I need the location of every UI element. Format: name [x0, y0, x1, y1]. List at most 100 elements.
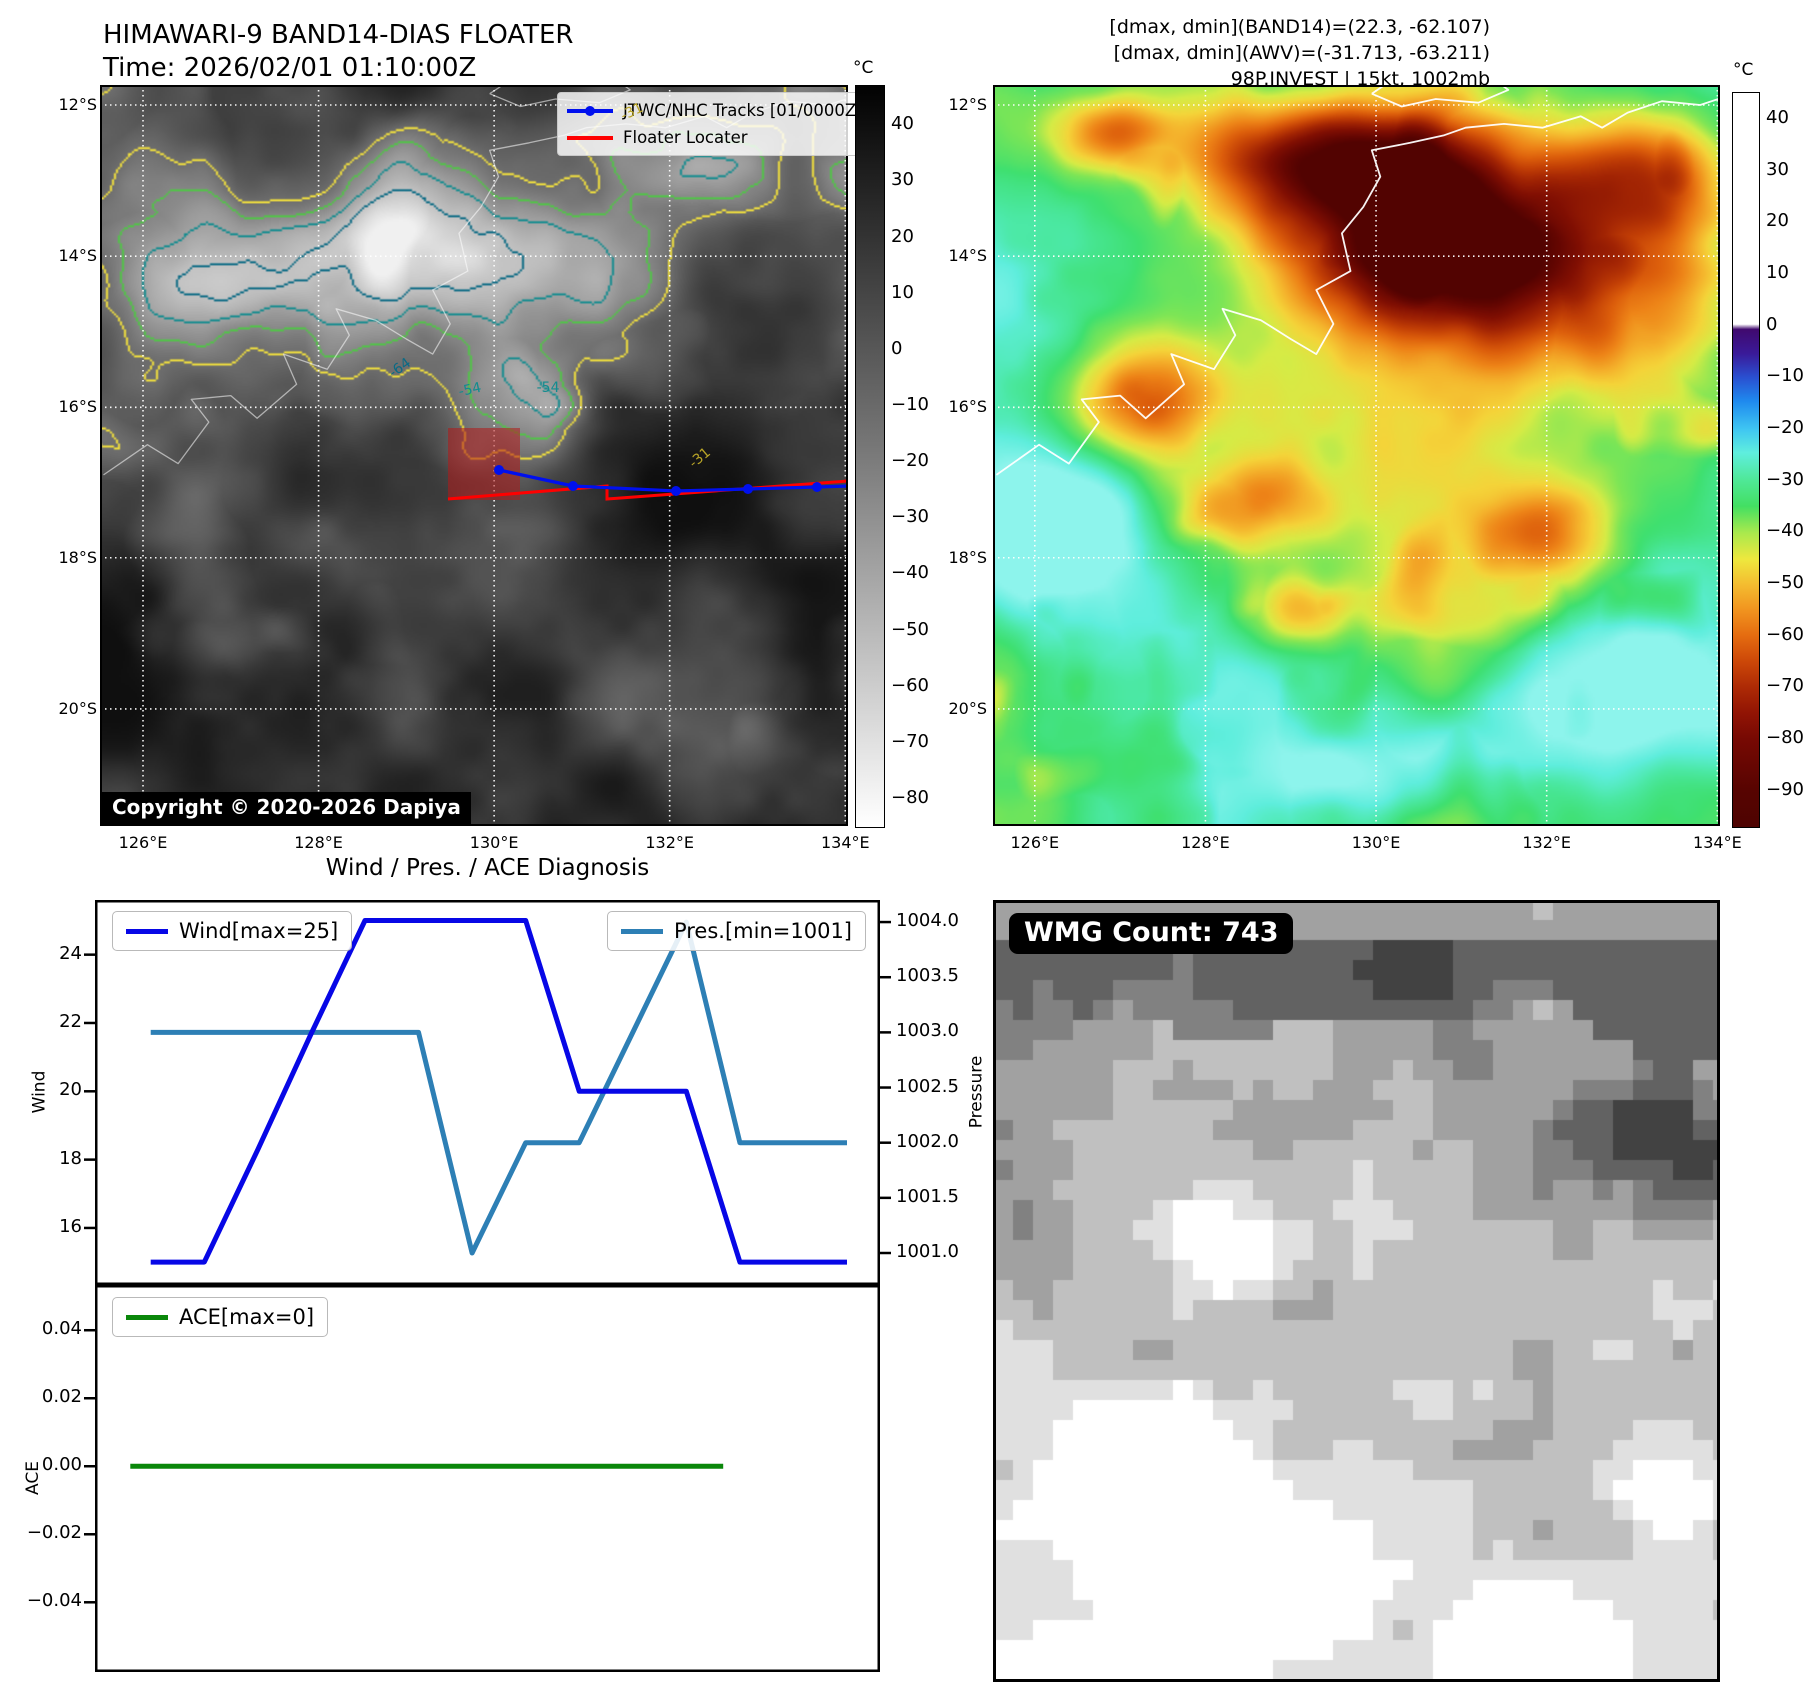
lon-tick-label: 130°E — [1351, 833, 1401, 852]
wind-series-line — [150, 918, 847, 1265]
band14-colorbar-tick: 30 — [891, 169, 914, 191]
lon-tick-label: 126°E — [1010, 833, 1060, 852]
awv-colorbar — [1732, 92, 1760, 828]
awv-overlay — [993, 85, 1720, 826]
jtwc-track-point — [812, 482, 822, 492]
ace-legend-icon — [126, 1314, 168, 1320]
pressure-tick-label: 1003.0 — [896, 1020, 959, 1042]
wind-legend-label: Wind[max=25] — [179, 919, 339, 943]
wind-legend-icon — [126, 928, 168, 934]
pressure-tick-label: 1003.5 — [896, 965, 959, 987]
wind-legend: Wind[max=25] — [112, 911, 353, 951]
wind-tick-label: 22 — [59, 1010, 82, 1032]
lon-tick-label: 128°E — [294, 833, 343, 852]
ace-legend: ACE[max=0] — [112, 1297, 329, 1337]
lat-tick-label: 20°S — [58, 698, 97, 718]
band14-colorbar-tick: 40 — [891, 113, 914, 135]
awv-colorbar-tick: −40 — [1766, 520, 1804, 542]
lon-tick-label: 130°E — [469, 833, 519, 852]
band14-colorbar-tick: 20 — [891, 225, 914, 247]
lat-tick-label: 16°S — [948, 397, 987, 417]
pressure-tick-label: 1002.5 — [896, 1075, 959, 1097]
jtwc-track-point — [671, 486, 681, 496]
floater-legend-label: Floater Locater — [623, 128, 748, 147]
awv-colorbar-tick: −10 — [1766, 365, 1804, 387]
wind-tick-label: 24 — [59, 942, 82, 964]
wind-tick-label: 20 — [59, 1079, 82, 1101]
lat-tick-label: 16°S — [58, 397, 97, 417]
jtwc-track-point — [568, 481, 578, 491]
awv-colorbar-tick: 30 — [1766, 158, 1789, 180]
lon-tick-label: 134°E — [820, 833, 870, 852]
ace-tick-label: −0.02 — [26, 1522, 82, 1544]
ace-tick-label: −0.04 — [26, 1590, 82, 1612]
lat-tick-label: 12°S — [948, 95, 987, 114]
band14-colorbar-tick: −70 — [891, 730, 929, 752]
lat-tick-label: 18°S — [948, 547, 987, 567]
chart-border — [95, 1285, 880, 1672]
pressure-tick-label: 1001.5 — [896, 1185, 959, 1207]
legend-row-jtwc: JTWC/NHC Tracks [01/0000Z] — [567, 97, 863, 124]
band14-colorbar-tick: −80 — [891, 786, 929, 808]
jtwc-track-point — [494, 465, 504, 475]
band14-title: HIMAWARI-9 BAND14-DIAS FLOATER — [103, 20, 574, 50]
floater-legend-icon — [567, 133, 613, 143]
pres-legend-label: Pres.[min=1001] — [673, 919, 852, 943]
wind-tick-label: 16 — [59, 1215, 82, 1237]
coastline — [995, 97, 1720, 476]
floater-box — [448, 428, 520, 500]
diagnosis-title: Wind / Pres. / ACE Diagnosis — [325, 855, 650, 881]
ace-tick-label: 0.02 — [41, 1386, 82, 1408]
lon-tick-label: 132°E — [645, 833, 694, 852]
band14-colorbar — [855, 85, 885, 828]
jtwc-track-legend-label: JTWC/NHC Tracks [01/0000Z] — [623, 101, 863, 120]
awv-colorbar-tick: −60 — [1766, 623, 1804, 645]
wmg-pixel-canvas — [993, 900, 1720, 1682]
contour-label: -54 — [536, 380, 560, 397]
awv-colorbar-tick: 10 — [1766, 261, 1789, 283]
chart-border — [95, 900, 880, 1285]
legend-row-floater: Floater Locater — [567, 124, 863, 151]
lon-tick-label: 128°E — [1181, 833, 1230, 852]
lat-tick-label: 20°S — [948, 698, 987, 718]
awv-colorbar-tick: −80 — [1766, 727, 1804, 749]
band14-colorbar-tick: −50 — [891, 618, 929, 640]
awv-header-line1: [dmax, dmin](BAND14)=(22.3, -62.107) — [1109, 16, 1490, 38]
wind-tick-label: 18 — [59, 1147, 82, 1169]
pressure-tick-label: 1002.0 — [896, 1130, 959, 1152]
ace-legend-label: ACE[max=0] — [179, 1305, 315, 1329]
band14-colorbar-tick: −30 — [891, 506, 929, 528]
lat-tick-label: 18°S — [58, 547, 97, 567]
wind-pressure-chart — [84, 900, 891, 1285]
awv-colorbar-tick: 40 — [1766, 106, 1789, 128]
band14-legend: JTWC/NHC Tracks [01/0000Z] Floater Locat… — [557, 92, 873, 156]
awv-colorbar-tick: −50 — [1766, 572, 1804, 594]
lat-tick-label: 12°S — [58, 95, 97, 114]
awv-header-line2: [dmax, dmin](AWV)=(-31.713, -63.211) — [1113, 42, 1490, 64]
lat-tick-label: 14°S — [948, 246, 987, 266]
pressure-tick-label: 1001.0 — [896, 1241, 959, 1262]
jtwc-track-legend-icon — [567, 105, 613, 116]
band14-colorbar-unit: °C — [853, 58, 874, 78]
pressure-axis-label: Pressure — [966, 1055, 987, 1129]
lat-tick-label: 14°S — [58, 246, 97, 266]
awv-colorbar-tick: 20 — [1766, 210, 1789, 232]
awv-colorbar-tick: 0 — [1766, 313, 1778, 335]
awv-colorbar-tick: −20 — [1766, 416, 1804, 438]
pres-legend: Pres.[min=1001] — [606, 911, 866, 951]
pres-series-line — [150, 919, 847, 1256]
awv-header: [dmax, dmin](BAND14)=(22.3, -62.107) [dm… — [1109, 14, 1490, 92]
ace-tick-label: 0.04 — [41, 1318, 82, 1340]
pressure-tick-label: 1004.0 — [896, 910, 959, 932]
awv-colorbar-unit: °C — [1733, 60, 1754, 80]
island-coastline — [489, 85, 631, 108]
awv-colorbar-tick: −30 — [1766, 468, 1804, 490]
band14-colorbar-tick: −10 — [891, 393, 929, 415]
awv-colorbar-tick: −90 — [1766, 778, 1804, 800]
band14-colorbar-tick: −60 — [891, 674, 929, 696]
band14-colorbar-tick: 0 — [891, 337, 903, 359]
band14-colorbar-tick: −20 — [891, 450, 929, 472]
island-coastline — [1371, 85, 1510, 108]
lon-tick-label: 134°E — [1693, 833, 1742, 852]
